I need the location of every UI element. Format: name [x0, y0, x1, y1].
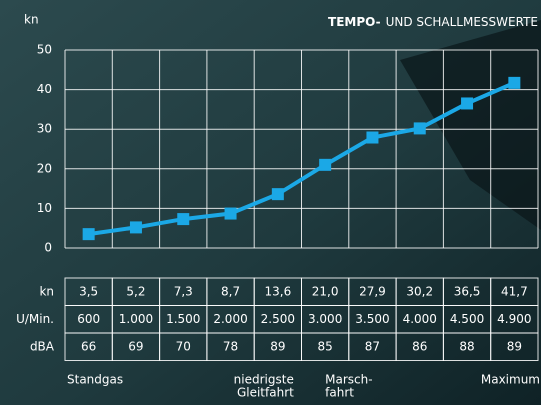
table-value: 21,0	[312, 284, 339, 298]
table-value: 8,7	[221, 284, 240, 298]
category-label: Gleitfahrt	[237, 386, 294, 400]
table-value: 88	[459, 339, 474, 353]
table-value: 3.000	[308, 312, 342, 326]
table-value: 4.900	[497, 312, 531, 326]
table-value: 27,9	[359, 284, 386, 298]
table-value: 3.500	[355, 312, 389, 326]
category-label: fahrt	[325, 386, 354, 400]
table-value: 36,5	[454, 284, 481, 298]
table-value: 13,6	[264, 284, 291, 298]
table-value: 600	[77, 312, 100, 326]
category-label: Standgas	[67, 373, 123, 387]
table-value: 85	[318, 339, 333, 353]
table-value: 66	[81, 339, 96, 353]
table-value: 4.500	[450, 312, 484, 326]
row-label: U/Min.	[16, 312, 54, 326]
y-tick-label: 10	[37, 201, 52, 215]
y-tick-label: 50	[37, 43, 52, 57]
marker	[319, 159, 331, 171]
category-label: Maximum	[481, 373, 540, 387]
table-value: 7,3	[174, 284, 193, 298]
table-value: 30,2	[406, 284, 433, 298]
y-tick-label: 20	[37, 161, 52, 175]
category-label: Marsch-	[325, 373, 372, 387]
marker	[83, 228, 95, 240]
table-value: 86	[412, 339, 427, 353]
row-label: dBA	[30, 339, 55, 353]
marker	[272, 188, 284, 200]
y-tick-label: 40	[37, 82, 52, 96]
marker	[366, 132, 378, 144]
table-value: 41,7	[501, 284, 528, 298]
table-value: 1.500	[166, 312, 200, 326]
title-bold: TEMPO-	[328, 15, 381, 29]
y-tick-label: 0	[44, 241, 52, 255]
table-value: 89	[507, 339, 522, 353]
row-label: kn	[39, 284, 54, 298]
table-value: 69	[128, 339, 143, 353]
table-value: 78	[223, 339, 238, 353]
marker	[508, 77, 520, 89]
table-value: 3,5	[79, 284, 98, 298]
table-value: 2.000	[213, 312, 247, 326]
y-axis-label: kn	[24, 13, 39, 27]
marker	[414, 122, 426, 134]
category-label: niedrigste	[234, 373, 294, 387]
chart: kn TEMPO- UND SCHALLMESSWERTE 0 10 20 30 40 50…	[0, 0, 541, 405]
table-value: 4.000	[403, 312, 437, 326]
table-value: 1.000	[119, 312, 153, 326]
marker	[461, 97, 473, 109]
title-rest: UND SCHALLMESSWERTE	[386, 15, 538, 29]
chart-title: TEMPO- UND SCHALLMESSWERTE	[328, 15, 538, 29]
marker	[225, 208, 237, 220]
table-value: 2.500	[261, 312, 295, 326]
y-tick-label: 30	[37, 122, 52, 136]
marker	[130, 221, 142, 233]
marker	[177, 213, 189, 225]
table-value: 70	[176, 339, 191, 353]
table-value: 89	[270, 339, 285, 353]
table-value: 87	[365, 339, 380, 353]
table-value: 5,2	[126, 284, 145, 298]
